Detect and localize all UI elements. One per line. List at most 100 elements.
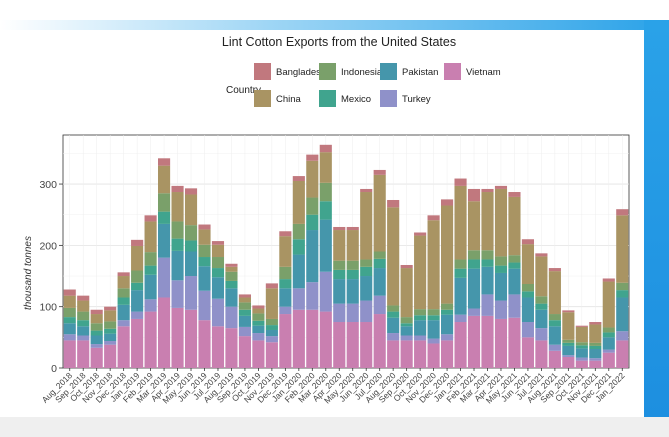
bar-segment-bangladesh	[602, 278, 615, 282]
legend-label-turkey: Turkey	[402, 94, 431, 105]
bar-segment-china	[467, 201, 481, 251]
bar-segment-china	[279, 236, 292, 267]
bar-segment-vietnam	[481, 315, 494, 368]
bar-segment-mexico	[508, 262, 521, 269]
bar-segment-turkey	[104, 341, 117, 345]
bar-segment-pakistan	[481, 266, 494, 295]
bar-segment-pakistan	[265, 329, 278, 337]
bar-segment-indonesia	[346, 260, 359, 270]
bar-segment-turkey	[333, 303, 346, 323]
bar-segment-bangladesh	[400, 264, 413, 269]
bar-segment-indonesia	[158, 193, 171, 212]
bar-segment-indonesia	[427, 309, 440, 316]
bar-segment-china	[144, 221, 157, 253]
legend-title: Country	[226, 85, 261, 96]
bar-segment-turkey	[494, 300, 508, 319]
bar-segment-indonesia	[117, 288, 130, 298]
bar-segment-indonesia	[548, 314, 561, 321]
bar-segment-indonesia	[373, 251, 386, 259]
bar-segment-mexico	[575, 345, 588, 349]
bar-segment-vietnam	[225, 328, 238, 368]
bar-segment-mexico	[319, 201, 332, 220]
bar-segment-vietnam	[414, 340, 427, 368]
bar-segment-bangladesh	[63, 289, 76, 296]
bar-segment-vietnam	[279, 314, 292, 368]
bar-segment-china	[292, 180, 305, 224]
bar-segment-vietnam	[292, 309, 305, 368]
bar-segment-pakistan	[616, 297, 629, 332]
legend-swatch-china	[254, 90, 271, 107]
bar-segment-vietnam	[467, 315, 481, 368]
bar-segment-turkey	[602, 349, 615, 353]
bar-segment-mexico	[333, 269, 346, 280]
bar-segment-indonesia	[602, 327, 615, 333]
bar-segment-bangladesh	[467, 188, 481, 202]
bar-segment-mexico	[306, 214, 319, 231]
bar-segment-turkey	[171, 280, 184, 308]
bar-segment-vietnam	[306, 309, 319, 368]
bar-segment-china	[63, 295, 76, 308]
bar-segment-vietnam	[360, 322, 373, 368]
bar-segment-mexico	[77, 320, 90, 327]
bar-segment-vietnam	[211, 326, 225, 368]
y-axis-ticks: 0 100 200 300	[39, 179, 63, 375]
bar-segment-bangladesh	[198, 224, 211, 230]
bar-segment-mexico	[387, 311, 400, 318]
bar-segment-china	[158, 165, 171, 194]
decorative-top-bar	[0, 20, 669, 30]
bar-segment-mexico	[279, 279, 292, 289]
bar-segment-turkey	[184, 276, 198, 310]
bar-segment-vietnam	[238, 336, 251, 368]
bar-segment-turkey	[225, 306, 238, 329]
bar-segment-mexico	[454, 268, 467, 278]
bar-segment-indonesia	[562, 339, 575, 343]
bar-segment-indonesia	[387, 305, 400, 312]
plot-background	[62, 134, 630, 369]
bar-segment-vietnam	[171, 307, 184, 368]
bar-segment-china	[198, 229, 211, 245]
bar-segment-vietnam	[131, 318, 144, 368]
bar-segment-china	[319, 152, 332, 183]
bar-segment-bangladesh	[548, 268, 561, 272]
bar-segment-indonesia	[63, 307, 76, 318]
legend-label-bangladesh: Bangladesh	[276, 67, 326, 78]
bar-segment-turkey	[360, 300, 373, 323]
y-axis-title: thousand tonnes	[23, 236, 34, 310]
bar-segment-indonesia	[171, 221, 184, 239]
bar-segment-mexico	[104, 328, 117, 334]
bar-segment-indonesia	[238, 302, 251, 310]
bar-segment-mexico	[589, 345, 602, 349]
bar-segment-pakistan	[238, 315, 251, 327]
bar-segment-indonesia	[211, 257, 225, 269]
bar-segment-china	[117, 276, 130, 289]
bar-segment-turkey	[373, 295, 386, 315]
bar-segment-mexico	[521, 291, 534, 298]
bar-segment-mexico	[494, 265, 508, 273]
bar-segment-turkey	[589, 358, 602, 361]
bar-segment-pakistan	[184, 251, 198, 277]
bar-segment-bangladesh	[144, 215, 157, 222]
bar-segment-pakistan	[454, 277, 467, 315]
bar-segment-mexico	[171, 238, 184, 251]
bar-segment-pakistan	[602, 337, 615, 350]
bar-segment-bangladesh	[562, 310, 575, 313]
bar-segment-china	[602, 281, 615, 328]
y-tick-label: 200	[39, 240, 57, 252]
bar-segment-china	[333, 230, 346, 261]
bar-segment-turkey	[63, 334, 76, 341]
bar-segment-mexico	[63, 317, 76, 324]
bar-segment-pakistan	[252, 325, 265, 334]
bar-segment-vietnam	[77, 340, 90, 368]
bar-segment-bangladesh	[292, 176, 305, 181]
bar-segment-bangladesh	[319, 144, 332, 153]
legend-swatch-mexico	[319, 90, 336, 107]
bar-segment-turkey	[238, 326, 251, 337]
stacked-bar-chart: Lint Cotton Exports from the United Stat…	[23, 35, 630, 405]
bar-segment-vietnam	[252, 340, 265, 368]
bar-segment-bangladesh	[225, 263, 238, 267]
bar-segment-turkey	[441, 334, 454, 341]
bar-segment-indonesia	[575, 342, 588, 346]
bar-segment-vietnam	[198, 320, 211, 368]
bar-segment-bangladesh	[184, 188, 198, 195]
bar-segment-turkey	[77, 335, 90, 341]
